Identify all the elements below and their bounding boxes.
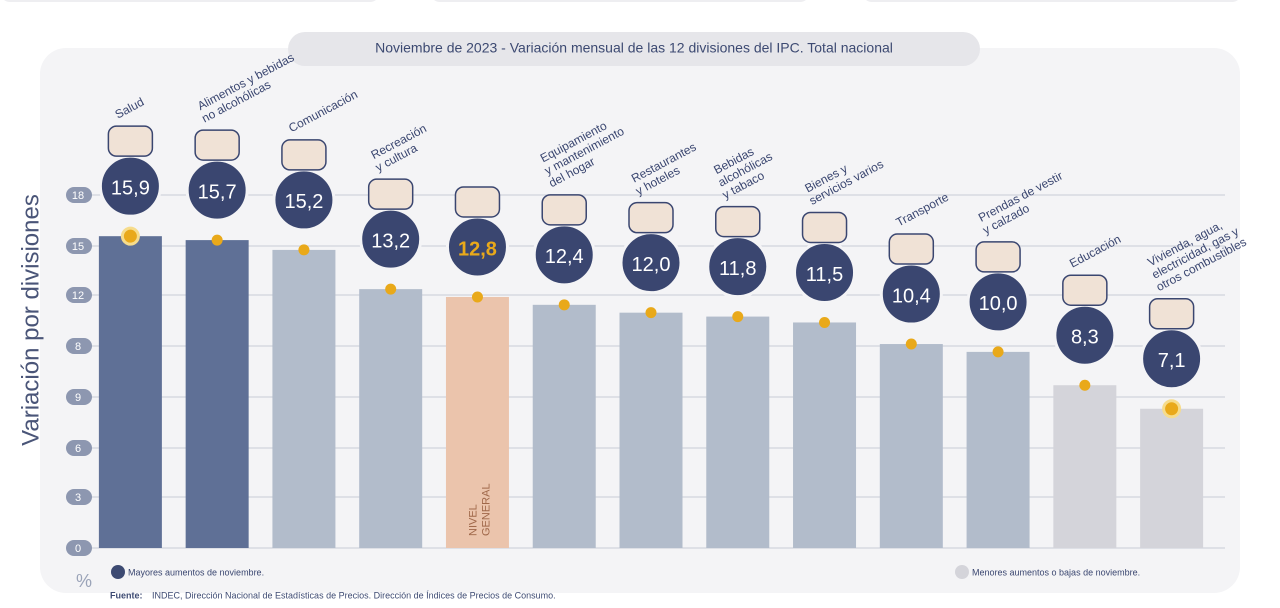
value-label: 15,7 bbox=[198, 181, 237, 203]
value-label: 15,2 bbox=[284, 191, 323, 213]
category-line: GENERAL bbox=[480, 483, 492, 536]
value-label: 8,3 bbox=[1071, 327, 1099, 349]
bar bbox=[186, 240, 249, 548]
category-icon bbox=[542, 195, 586, 225]
y-tick-label: 12 bbox=[72, 290, 84, 302]
bar bbox=[99, 236, 162, 548]
value-label: 13,2 bbox=[371, 230, 410, 252]
value-label: 12,4 bbox=[545, 246, 584, 268]
bar bbox=[967, 352, 1030, 548]
bar bbox=[1140, 409, 1203, 548]
category-icon bbox=[629, 203, 673, 233]
bar bbox=[706, 317, 769, 548]
category-icon bbox=[976, 242, 1020, 272]
y-axis-title: Variación por divisiones bbox=[17, 194, 44, 446]
bar-top-dot bbox=[646, 307, 657, 318]
category-icon bbox=[108, 126, 152, 156]
bar bbox=[1053, 385, 1116, 548]
chart: Noviembre de 2023 - Variación mensual de… bbox=[0, 0, 1280, 603]
category-icon bbox=[282, 140, 326, 170]
y-tick-label: 0 bbox=[75, 543, 81, 555]
bar bbox=[359, 289, 422, 548]
y-tick-label: 9 bbox=[75, 392, 81, 404]
legend-swatch bbox=[111, 565, 125, 579]
legend-label: Mayores aumentos de noviembre. bbox=[128, 567, 264, 577]
source: INDEC, Dirección Nacional de Estadística… bbox=[152, 590, 556, 600]
bar-top-dot bbox=[212, 235, 223, 246]
bar bbox=[793, 322, 856, 548]
bar bbox=[272, 250, 335, 548]
y-tick-label: 15 bbox=[72, 241, 84, 253]
value-label: 10,4 bbox=[892, 285, 931, 307]
source-label: Fuente: bbox=[110, 590, 143, 600]
bar-top-dot bbox=[472, 291, 483, 302]
category-icon bbox=[195, 130, 239, 160]
bar-top-dot bbox=[122, 228, 138, 244]
panel-edge bbox=[0, 0, 380, 2]
bar-top-dot bbox=[1164, 401, 1180, 417]
category-icon bbox=[455, 187, 499, 217]
category-icon bbox=[1063, 275, 1107, 305]
bar-top-dot bbox=[1079, 380, 1090, 391]
category-icon bbox=[369, 179, 413, 209]
bar-top-dot bbox=[298, 244, 309, 255]
value-label: 11,5 bbox=[806, 264, 843, 286]
bar-top-dot bbox=[732, 311, 743, 322]
bar-top-dot bbox=[819, 317, 830, 328]
value-label: 12,0 bbox=[632, 254, 671, 276]
bar-top-dot bbox=[906, 339, 917, 350]
value-label: 15,9 bbox=[111, 177, 150, 199]
bar-top-dot bbox=[993, 346, 1004, 357]
unit-label: % bbox=[76, 571, 92, 591]
bar bbox=[533, 305, 596, 548]
bar bbox=[620, 313, 683, 548]
chart-title: Noviembre de 2023 - Variación mensual de… bbox=[375, 40, 893, 56]
category-icon bbox=[1150, 299, 1194, 329]
bar-top-dot bbox=[385, 284, 396, 295]
y-tick-label: 6 bbox=[75, 443, 81, 455]
legend-label: Menores aumentos o bajas de noviembre. bbox=[972, 567, 1140, 577]
panel-edge bbox=[430, 0, 810, 2]
panel-edge bbox=[862, 0, 1242, 2]
bar bbox=[880, 344, 943, 548]
value-label: 7,1 bbox=[1158, 350, 1186, 372]
category-icon bbox=[889, 234, 933, 264]
category-line: NIVEL bbox=[467, 504, 479, 536]
legend-swatch bbox=[955, 565, 969, 579]
y-tick-label: 8 bbox=[75, 341, 81, 353]
y-tick-label: 3 bbox=[75, 492, 81, 504]
value-label: 12,8 bbox=[458, 238, 497, 260]
category-icon bbox=[716, 207, 760, 237]
y-tick-label: 18 bbox=[72, 190, 84, 202]
value-label: 11,8 bbox=[719, 258, 756, 280]
category-icon bbox=[803, 212, 847, 242]
value-label: 10,0 bbox=[979, 293, 1018, 315]
bar-top-dot bbox=[559, 299, 570, 310]
